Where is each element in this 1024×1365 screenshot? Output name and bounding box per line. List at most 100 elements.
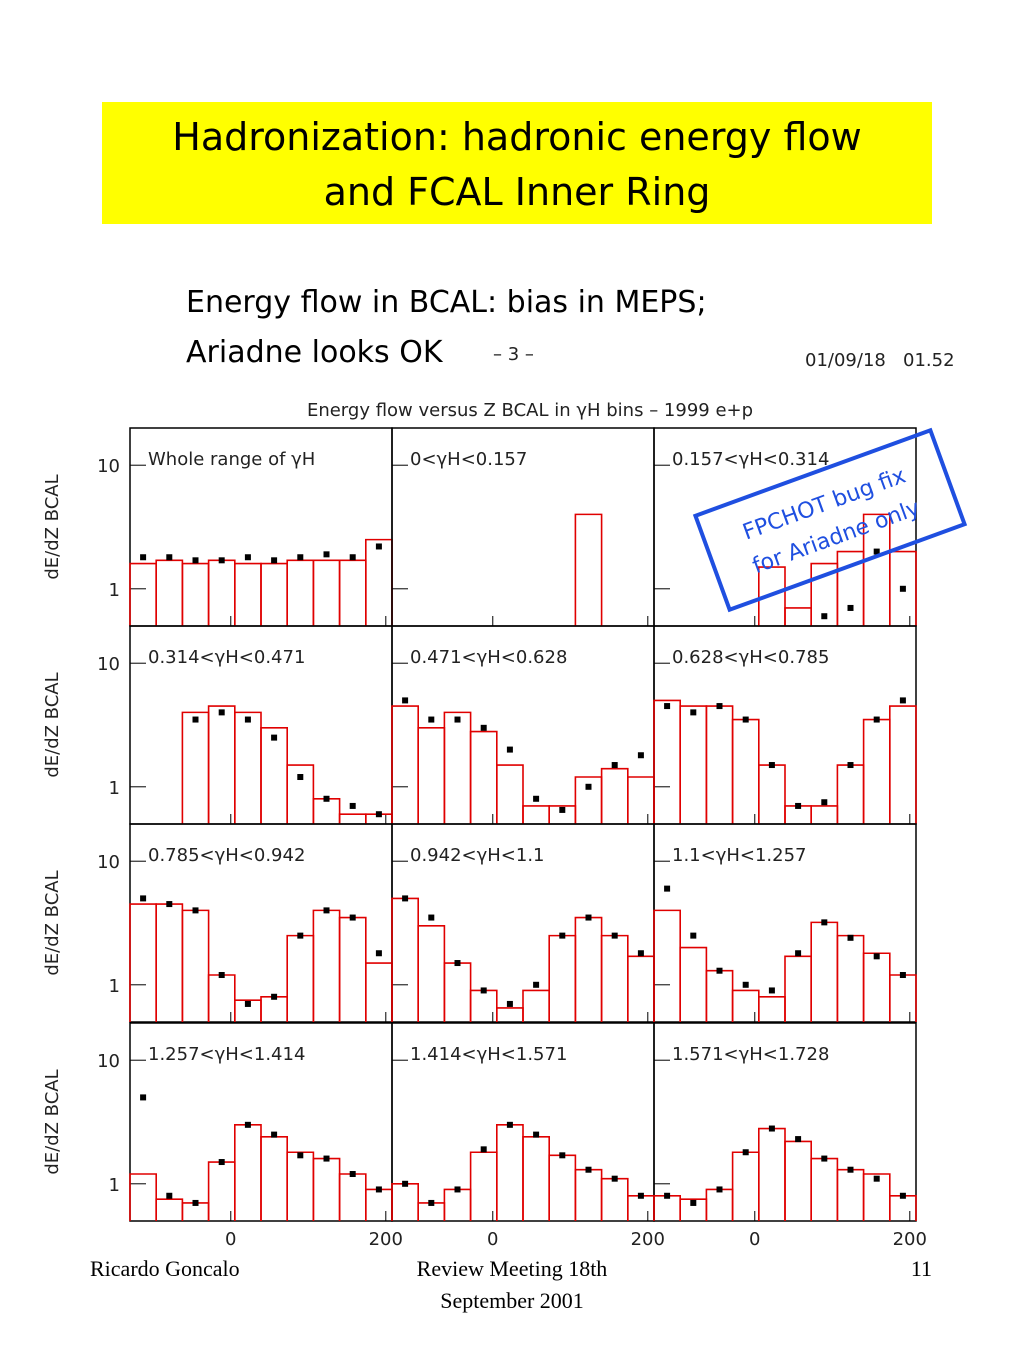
x-tick-label: 200 <box>631 1229 665 1250</box>
data-point <box>716 967 723 974</box>
data-point <box>297 1152 304 1159</box>
mc-bin <box>286 934 315 1022</box>
data-point <box>742 981 749 988</box>
data-point <box>218 1159 225 1166</box>
annotation-box <box>692 427 968 613</box>
data-point <box>821 1155 828 1162</box>
panel-label: 1.1<γH<1.257 <box>672 845 807 866</box>
data-point <box>585 914 592 921</box>
data-point <box>271 1131 278 1138</box>
data-point <box>742 716 749 723</box>
data-point <box>244 1121 251 1128</box>
data-point <box>873 716 880 723</box>
data-point <box>271 557 278 564</box>
data-point <box>375 543 382 550</box>
y-axis-label: dE/dZ BCAL <box>42 672 63 777</box>
mc-bin <box>155 903 184 1022</box>
mc-bin <box>758 995 786 1022</box>
data-point <box>585 1166 592 1173</box>
mc-bin <box>312 909 341 1022</box>
plots: Whole range of γH 1 10 dE/dZ BCAL 0<γH<0.157… <box>42 427 927 1250</box>
mc-bin <box>574 916 603 1022</box>
mc-bin <box>469 1151 498 1221</box>
data-point <box>664 1192 671 1199</box>
mc-bin <box>129 1173 157 1221</box>
data-point <box>192 557 199 564</box>
mc-bin <box>260 727 288 824</box>
data-point <box>480 724 487 731</box>
title: and FCAL Inner Ring <box>324 170 711 214</box>
panel-label: 1.571<γH<1.728 <box>672 1044 829 1065</box>
data-point <box>323 551 330 558</box>
x-tick-label: 0 <box>749 1229 760 1250</box>
panel-label: 1.257<γH<1.414 <box>148 1044 305 1065</box>
data-point <box>795 950 802 957</box>
data-point <box>244 716 251 723</box>
mc-bin <box>758 764 786 824</box>
data-point <box>690 709 697 716</box>
panel-label: 0<γH<0.157 <box>410 449 527 470</box>
data-point <box>166 1192 173 1199</box>
mc-bin <box>312 1157 341 1221</box>
mc-bin <box>627 776 655 824</box>
data-point <box>899 1192 906 1199</box>
mc-bin <box>731 1151 760 1221</box>
mc-bin <box>810 805 839 824</box>
data-point <box>244 1000 251 1007</box>
mc-bin <box>443 962 472 1022</box>
data-point <box>506 1000 513 1007</box>
data-point <box>349 802 356 809</box>
mc-bin <box>810 921 839 1022</box>
data-point <box>349 914 356 921</box>
data-point <box>454 716 461 723</box>
data-point <box>559 932 566 939</box>
data-point <box>140 895 147 902</box>
mc-bin <box>443 711 472 824</box>
mc-bin <box>260 1136 288 1221</box>
data-point <box>454 1186 461 1193</box>
mc-bin <box>365 538 393 626</box>
mc-bin <box>365 962 393 1022</box>
mc-bin <box>338 916 367 1022</box>
data-point <box>297 932 304 939</box>
data-point <box>375 811 382 818</box>
data-point <box>218 709 225 716</box>
mc-bin <box>705 705 734 824</box>
data-point <box>873 1175 880 1182</box>
y-tick-label: 10 <box>97 456 120 477</box>
panel-label: Whole range of γH <box>148 449 315 470</box>
data-point <box>690 932 697 939</box>
mc-bin <box>391 705 419 824</box>
data-point <box>428 1199 435 1206</box>
x-tick-label: 0 <box>225 1229 236 1250</box>
mc-bin <box>391 897 419 1022</box>
data-point <box>323 1155 330 1162</box>
mc-bin <box>889 705 917 824</box>
data-point <box>847 1166 854 1173</box>
x-tick-label: 200 <box>893 1229 927 1250</box>
panel-label: 0.471<γH<0.628 <box>410 647 567 668</box>
panel-label: 0.785<γH<0.942 <box>148 845 305 866</box>
panel-label: 1.414<γH<1.571 <box>410 1044 567 1065</box>
mc-bin <box>286 1151 315 1221</box>
panel-label: 0.157<γH<0.314 <box>672 449 829 470</box>
mc-bin <box>653 909 681 1022</box>
data-point <box>611 762 618 769</box>
mc-bin <box>653 699 681 824</box>
data-point <box>768 987 775 994</box>
mc-bin <box>181 562 210 626</box>
mc-bin <box>260 562 288 626</box>
data-point <box>323 795 330 802</box>
title-box <box>102 102 932 224</box>
mc-bin <box>784 955 812 1022</box>
mc-bin <box>889 974 917 1022</box>
mc-bin <box>522 805 550 824</box>
mc-bin <box>574 1168 603 1221</box>
y-tick-label: 1 <box>109 1175 120 1196</box>
data-point <box>664 703 671 710</box>
mc-bin <box>469 730 498 824</box>
mc-bin <box>338 1173 367 1221</box>
data-point <box>637 1192 644 1199</box>
mc-bin <box>600 1177 629 1221</box>
